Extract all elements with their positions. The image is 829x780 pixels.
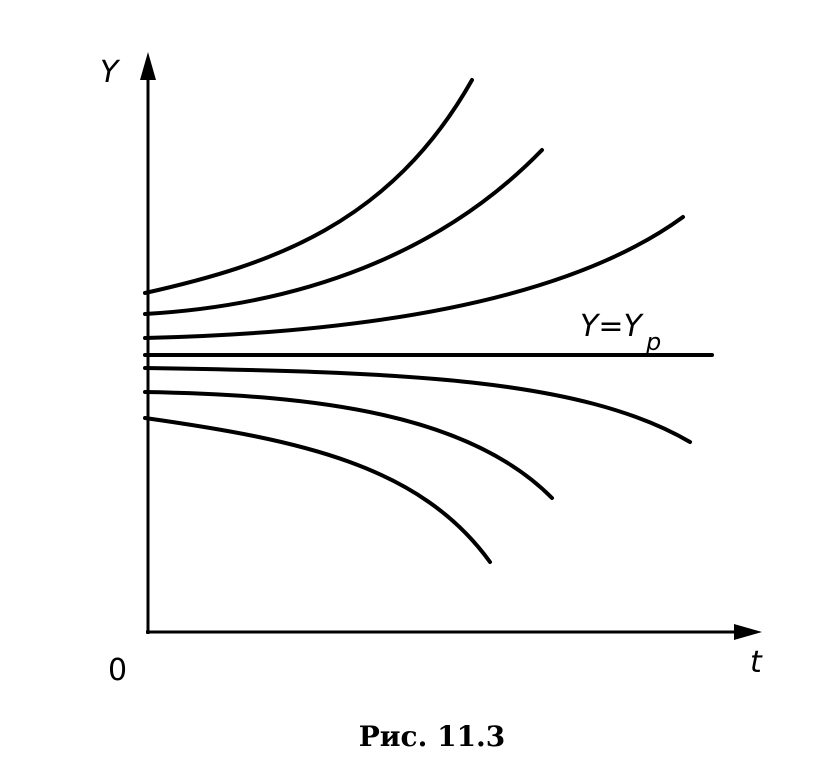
- caption: Рис. 11.3: [359, 720, 506, 753]
- curve: [143, 78, 474, 295]
- equilibrium-subscript: p: [645, 328, 661, 356]
- x-axis-label: t: [750, 645, 763, 680]
- equilibrium-label: Y=Y: [580, 309, 644, 344]
- curve: [143, 215, 685, 340]
- x-axis-arrow: [734, 624, 762, 640]
- curve: [143, 416, 492, 564]
- origin-label: 0: [108, 653, 127, 688]
- curve: [143, 148, 544, 316]
- curve: [143, 366, 692, 444]
- curve: [143, 390, 554, 500]
- y-axis-arrow: [140, 52, 156, 80]
- y-axis-label: Y: [100, 55, 121, 90]
